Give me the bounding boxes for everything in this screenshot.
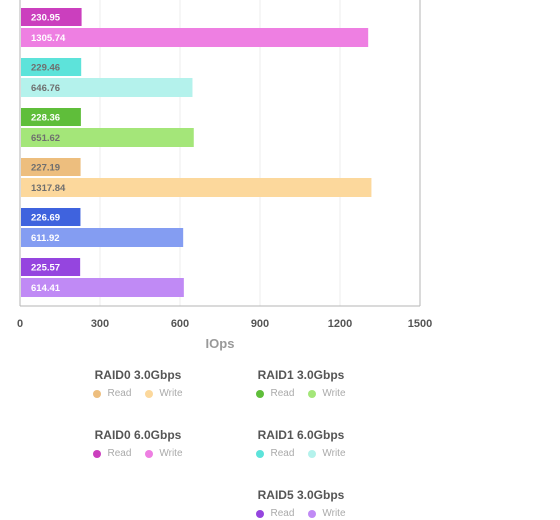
bar-read[interactable]: [21, 58, 82, 76]
bar-data-label: 225.57: [31, 263, 60, 274]
legend-item-label: Write: [322, 388, 346, 399]
bar-data-label: 611.92: [31, 233, 60, 244]
x-tick-label: 600: [171, 318, 189, 330]
legend-item-label: Write: [159, 388, 183, 399]
grid-lines: [19, 0, 421, 307]
bar-write[interactable]: [21, 178, 372, 197]
legend-group-title: RAID0 6.0Gbps: [94, 428, 182, 442]
x-tick-label: 1200: [328, 318, 352, 330]
bar-write[interactable]: [21, 128, 194, 147]
legend-group-raid1-6g: RAID1 6.0Gbps Read Write: [221, 428, 381, 460]
write-swatch-icon: [308, 450, 317, 458]
legend-item-write[interactable]: Write: [145, 388, 183, 400]
bar-read[interactable]: [21, 8, 82, 26]
legend-item-read[interactable]: Read: [256, 388, 294, 400]
bar-data-label: 227.19: [31, 163, 60, 174]
legend-item-label: Read: [270, 508, 295, 519]
bar-write[interactable]: [21, 278, 184, 297]
write-swatch-icon: [308, 390, 317, 398]
bar-data-label: 229.46: [31, 63, 60, 74]
legend: RAID0 3.0Gbps Read Write RAID1 3.0Gbps R…: [0, 360, 560, 519]
x-tick-label: 1500: [408, 318, 432, 330]
x-axis-ticks: 0 300 600 900 1200 1500: [17, 318, 432, 330]
legend-group-raid1-3g: RAID1 3.0Gbps Read Write: [221, 368, 381, 400]
bar-read[interactable]: [21, 108, 81, 126]
write-swatch-icon: [145, 390, 154, 398]
legend-item-label: Write: [322, 508, 346, 519]
bar-data-label: 646.76: [31, 83, 60, 94]
read-swatch-icon: [256, 510, 265, 518]
read-swatch-icon: [93, 450, 102, 458]
bar-chart: 230.95 1305.74 229.46 646.76 228.36 651.62 227…: [17, 0, 432, 351]
x-tick-label: 0: [17, 318, 23, 330]
read-swatch-icon: [256, 390, 265, 398]
legend-group-raid0-3g: RAID0 3.0Gbps Read Write: [58, 368, 218, 400]
legend-item-label: Write: [159, 448, 183, 459]
legend-item-label: Read: [107, 388, 132, 399]
legend-group-title: RAID0 3.0Gbps: [94, 368, 182, 382]
bars: 230.95 1305.74 229.46 646.76 228.36 651.62 227…: [21, 8, 372, 297]
legend-item-read[interactable]: Read: [256, 448, 294, 460]
x-tick-label: 300: [91, 318, 109, 330]
legend-item-read[interactable]: Read: [93, 388, 131, 400]
legend-item-write[interactable]: Write: [145, 448, 183, 460]
legend-item-write[interactable]: Write: [308, 508, 346, 520]
bar-data-label: 230.95: [31, 13, 61, 24]
write-swatch-icon: [308, 510, 317, 518]
write-swatch-icon: [145, 450, 154, 458]
bar-data-label: 651.62: [31, 133, 60, 144]
read-swatch-icon: [256, 450, 265, 458]
legend-item-label: Read: [270, 448, 295, 459]
x-axis-title: IOps: [206, 336, 235, 351]
legend-item-label: Read: [107, 448, 132, 459]
legend-group-title: RAID1 3.0Gbps: [257, 368, 345, 382]
bar-data-label: 1305.74: [31, 33, 66, 44]
bar-read[interactable]: [21, 208, 81, 226]
legend-item-write[interactable]: Write: [308, 388, 346, 400]
bar-data-label: 614.41: [31, 283, 61, 294]
legend-group-title: RAID1 6.0Gbps: [257, 428, 345, 442]
legend-group-raid5-3g: RAID5 3.0Gbps Read Write: [221, 488, 381, 520]
bar-read[interactable]: [21, 158, 81, 176]
legend-item-read[interactable]: Read: [256, 508, 294, 520]
bar-data-label: 228.36: [31, 113, 60, 124]
bar-data-label: 226.69: [31, 213, 60, 224]
legend-item-label: Read: [270, 388, 295, 399]
bar-data-label: 1317.84: [31, 183, 66, 194]
legend-group-raid0-6g: RAID0 6.0Gbps Read Write: [58, 428, 218, 460]
bar-write[interactable]: [21, 78, 193, 97]
read-swatch-icon: [93, 390, 102, 398]
bar-write[interactable]: [21, 28, 369, 47]
legend-item-read[interactable]: Read: [93, 448, 131, 460]
bar-read[interactable]: [21, 258, 81, 276]
legend-group-title: RAID5 3.0Gbps: [257, 488, 345, 502]
bar-write[interactable]: [21, 228, 184, 247]
legend-item-write[interactable]: Write: [308, 448, 346, 460]
x-tick-label: 900: [251, 318, 269, 330]
legend-item-label: Write: [322, 448, 346, 459]
